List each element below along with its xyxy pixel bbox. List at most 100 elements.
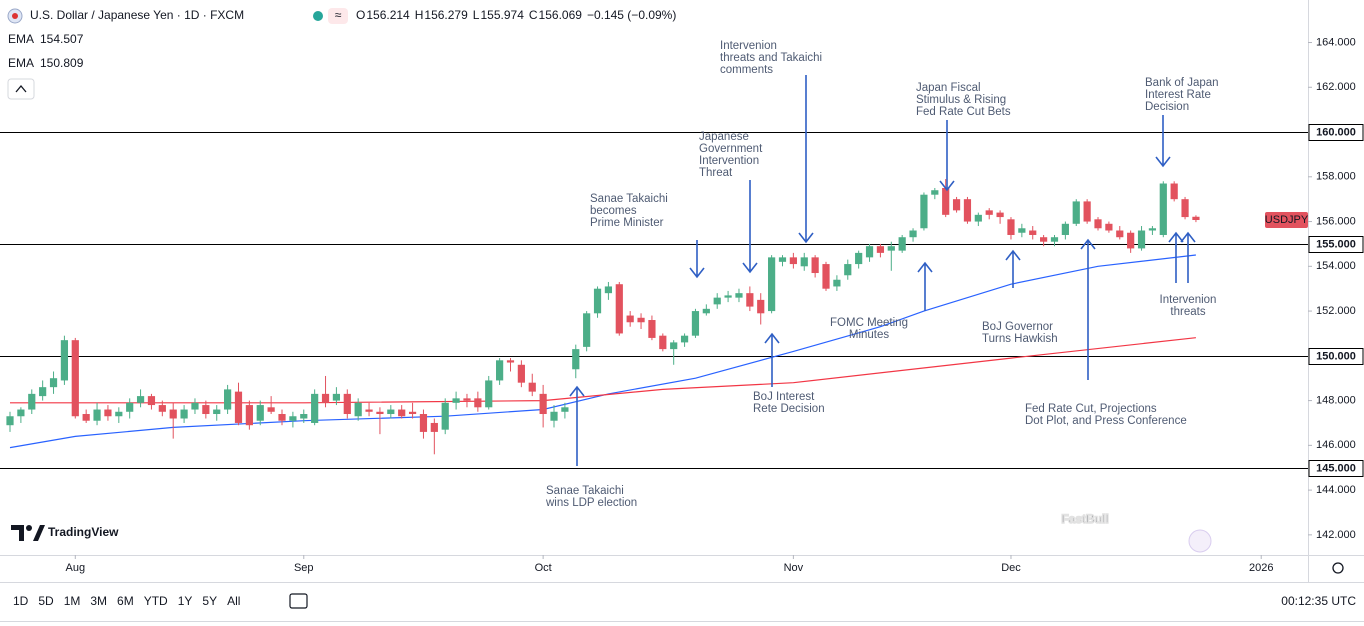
candle-body — [1170, 183, 1178, 200]
candle-body — [985, 210, 993, 215]
annotation-text: Intervention — [699, 155, 759, 167]
x-tick-label: Nov — [784, 562, 804, 574]
level-label: 155.000 — [1316, 238, 1356, 250]
candle-body — [278, 414, 286, 421]
candle-body — [778, 257, 787, 262]
settings-icon[interactable] — [1332, 562, 1344, 574]
candle-body — [920, 194, 928, 229]
candle-body — [615, 284, 623, 334]
candle-body — [485, 380, 493, 408]
candle-body — [811, 257, 819, 274]
candle-body — [136, 396, 145, 403]
y-tick-label: 144.000 — [1316, 484, 1356, 496]
price-tag: USDJPY — [1265, 214, 1309, 226]
flag-icon-dot — [12, 13, 18, 19]
candle-body — [430, 422, 438, 432]
timeframe-button[interactable]: 5D — [38, 594, 54, 608]
level-label-box — [1308, 124, 1364, 141]
candle-body — [474, 398, 482, 408]
candle-body — [1181, 199, 1189, 218]
timeframe-button[interactable]: 1D — [13, 594, 29, 608]
x-tick-label: Dec — [1001, 562, 1021, 574]
collapse-icon — [15, 84, 27, 93]
timeframe-button[interactable]: 6M — [117, 594, 134, 608]
y-tick-label: 148.000 — [1316, 394, 1356, 406]
candle-body — [768, 257, 776, 312]
candle-body — [1050, 237, 1059, 242]
symbol-title: U.S. Dollar / Japanese Yen · 1D · FXCM — [30, 8, 244, 22]
ohlc-label: L — [473, 8, 480, 22]
candle-body — [343, 393, 351, 415]
annotation-text: wins LDP election — [545, 497, 637, 509]
header: U.S. Dollar / Japanese Yen · 1D · FXCM ≈… — [7, 8, 676, 100]
candle-body — [539, 393, 547, 415]
candle-body — [1192, 216, 1200, 221]
annotation-text: Minutes — [849, 329, 890, 341]
candle-body — [354, 402, 362, 417]
candle-body — [147, 396, 156, 406]
candle-body — [1116, 230, 1124, 238]
ema-value: 154.507 — [40, 32, 84, 46]
candle-body — [300, 414, 308, 419]
annotation-arrow — [689, 240, 705, 279]
candle-body — [789, 257, 797, 265]
candle-body — [528, 382, 536, 392]
candle-body — [1061, 223, 1069, 235]
candle-body — [1018, 228, 1026, 233]
candle-body — [202, 405, 210, 415]
candle-body — [169, 409, 177, 419]
timeframe-button[interactable]: 5Y — [202, 594, 217, 608]
level-label-box — [1308, 348, 1364, 365]
logo-mark — [11, 525, 24, 541]
candle-body — [844, 264, 852, 276]
ema-label: EMA — [8, 32, 34, 46]
timeframe-button[interactable]: 1M — [64, 594, 81, 608]
candle-body — [1083, 201, 1091, 222]
collapse-button[interactable] — [7, 78, 35, 100]
annotation-text: BoJ Interest — [753, 391, 815, 403]
timeframe-button[interactable]: 3M — [90, 594, 107, 608]
candle-body — [724, 295, 732, 298]
x-tick-label: Sep — [294, 562, 314, 574]
toolbar: 00:12:35 UTC 1D 5D 1M 3M 6M YTD 1Y 5Y All — [13, 593, 1356, 609]
level-label: 145.000 — [1316, 462, 1356, 474]
candle-body — [855, 252, 863, 265]
status-button[interactable] — [328, 8, 348, 24]
y-tick-label: 164.000 — [1316, 36, 1356, 48]
candle-body — [365, 409, 373, 412]
y-tick-label: 142.000 — [1316, 529, 1356, 541]
logo-mark — [26, 525, 32, 531]
candle-body — [224, 389, 232, 410]
annotation-arrow — [1080, 238, 1096, 380]
ohlc-label: H — [415, 8, 424, 22]
candle-body — [757, 299, 765, 314]
candle-body — [942, 187, 950, 215]
timeframe-button[interactable]: 1Y — [178, 594, 193, 608]
candle-body — [952, 199, 961, 211]
annotation-arrow — [939, 120, 955, 192]
ohlc-value: 156.214 — [366, 8, 410, 22]
candle-body — [191, 402, 199, 410]
annotation-arrow — [569, 385, 585, 466]
candle-body — [1137, 230, 1146, 249]
ema-line — [9, 254, 1196, 449]
candle-body — [28, 393, 36, 410]
plot — [0, 132, 1308, 469]
candle-body — [39, 387, 47, 397]
candle-body — [126, 402, 134, 412]
date-range-icon[interactable] — [289, 593, 308, 609]
candle-body — [909, 230, 917, 238]
candle-body — [800, 257, 808, 267]
annotation-arrow — [742, 180, 758, 274]
y-tick-label: 156.000 — [1316, 215, 1356, 227]
candle-body — [1072, 201, 1080, 224]
candle-body — [626, 315, 634, 323]
annotation-text: Sanae Takaichi — [590, 193, 668, 205]
annotation-text: Japanese — [699, 131, 749, 143]
candle-body — [49, 378, 58, 388]
ohlc-value: 156.279 — [424, 8, 468, 22]
status-dot — [313, 11, 323, 21]
timeframe-button[interactable]: All — [227, 594, 240, 608]
timeframe-button[interactable]: YTD — [144, 594, 168, 608]
